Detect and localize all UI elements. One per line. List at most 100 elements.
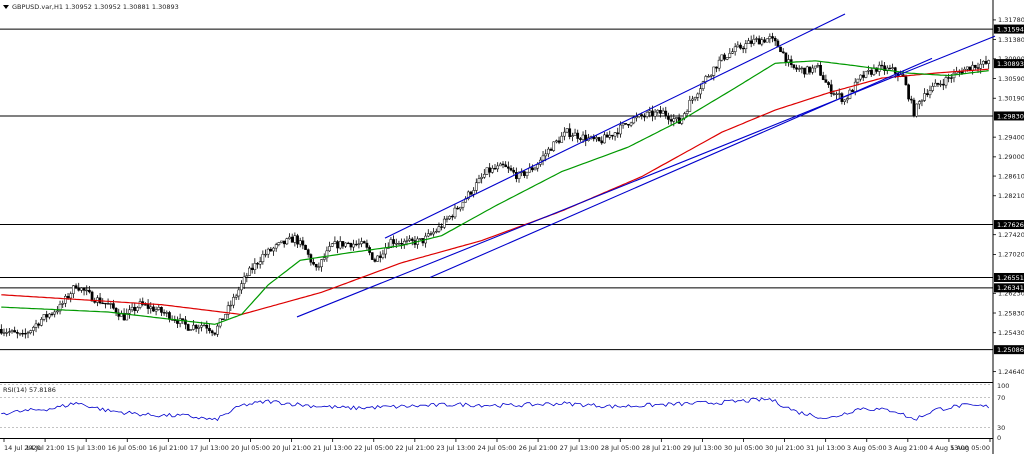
candle [61, 300, 65, 308]
candle [883, 62, 886, 75]
candle [256, 262, 259, 269]
candle-body [611, 134, 614, 137]
candle-body [915, 103, 918, 117]
candle [378, 251, 382, 263]
y-tick-label-8: 1.28210 [998, 192, 1024, 200]
candle [229, 300, 233, 312]
candle-body [696, 93, 700, 98]
candle [917, 100, 921, 110]
candle-body [341, 241, 345, 247]
candle [504, 161, 508, 168]
level-tag-0-bg [994, 24, 1024, 34]
candle [699, 83, 702, 99]
candle-body [274, 244, 278, 249]
candle-body [448, 215, 451, 220]
candle [432, 228, 435, 237]
candle [301, 236, 305, 250]
candle [232, 293, 235, 309]
candle-body [541, 155, 545, 161]
candle [325, 246, 329, 262]
collapse-triangle-icon[interactable] [3, 5, 9, 9]
candle [928, 85, 932, 99]
candle [442, 215, 446, 230]
level-tag-4-bg [994, 283, 1024, 293]
candle [165, 310, 169, 318]
candle-body [45, 314, 49, 318]
candle-body [816, 65, 820, 67]
x-tick-label-16: 28 Jul 21:00 [642, 444, 681, 452]
candle-body [2, 332, 6, 334]
x-tick-label-8: 21 Jul 13:00 [313, 444, 352, 452]
candle [410, 237, 414, 246]
candle-body [829, 84, 833, 94]
candle-body [234, 295, 238, 298]
candle-body [317, 266, 321, 268]
candle [645, 109, 649, 119]
candle-body [723, 54, 726, 60]
candle-body [133, 306, 137, 311]
candle [194, 324, 198, 333]
candle-body [258, 261, 262, 265]
candle-body [349, 242, 353, 248]
candle-body [320, 259, 323, 268]
candle-body [656, 109, 660, 113]
candle [32, 325, 35, 336]
candle [811, 64, 814, 75]
candle [859, 74, 862, 82]
candle-body [744, 43, 748, 50]
candle [973, 64, 977, 70]
candle-body [685, 111, 689, 114]
candle [725, 57, 729, 61]
x-tick-label-11: 23 Jul 13:00 [436, 444, 475, 452]
candle-body [720, 54, 724, 61]
y-tick-label-9: 1.27420 [998, 231, 1024, 239]
candle-body [224, 314, 227, 320]
candle-body [653, 111, 657, 117]
candle [688, 95, 692, 112]
candle [360, 237, 363, 248]
candle-body [194, 324, 198, 329]
candle-body [178, 318, 182, 324]
candle-body [576, 132, 580, 139]
candle-body [597, 137, 601, 142]
candle-body [405, 240, 409, 242]
candle [571, 132, 574, 142]
candle [338, 236, 342, 250]
candle-body [869, 70, 873, 75]
candle-body [669, 119, 673, 122]
candle [40, 317, 43, 327]
candle [603, 131, 606, 144]
candle-body [747, 40, 750, 44]
candle-body [365, 242, 369, 248]
candle-body [888, 67, 892, 70]
candle [805, 65, 809, 75]
candle [597, 136, 601, 142]
candle-body [912, 99, 916, 117]
candle-body [555, 140, 558, 143]
candle-body [573, 132, 577, 136]
y-tick-label-14: 1.24640 [998, 368, 1024, 376]
candle [176, 316, 179, 329]
candle-body [5, 332, 9, 334]
candle-body [122, 312, 126, 321]
candle-body [880, 64, 884, 67]
candle-body [853, 81, 857, 92]
candle-body [381, 253, 385, 258]
y-tick-label-4: 1.30190 [998, 95, 1024, 103]
candle [795, 64, 798, 73]
level-tag-0-label: 1.31594 [997, 25, 1024, 33]
candle-body [352, 243, 355, 248]
candle [440, 223, 443, 231]
candle [573, 128, 577, 136]
candle [221, 318, 225, 320]
candle-body [373, 259, 377, 262]
candle-body [80, 287, 83, 291]
candle-body [469, 191, 473, 195]
candle-body [213, 332, 217, 335]
candle-body [85, 289, 89, 292]
candle-body [298, 240, 302, 245]
candle [298, 237, 302, 248]
candle-body [498, 163, 502, 167]
candle-body [330, 243, 334, 247]
